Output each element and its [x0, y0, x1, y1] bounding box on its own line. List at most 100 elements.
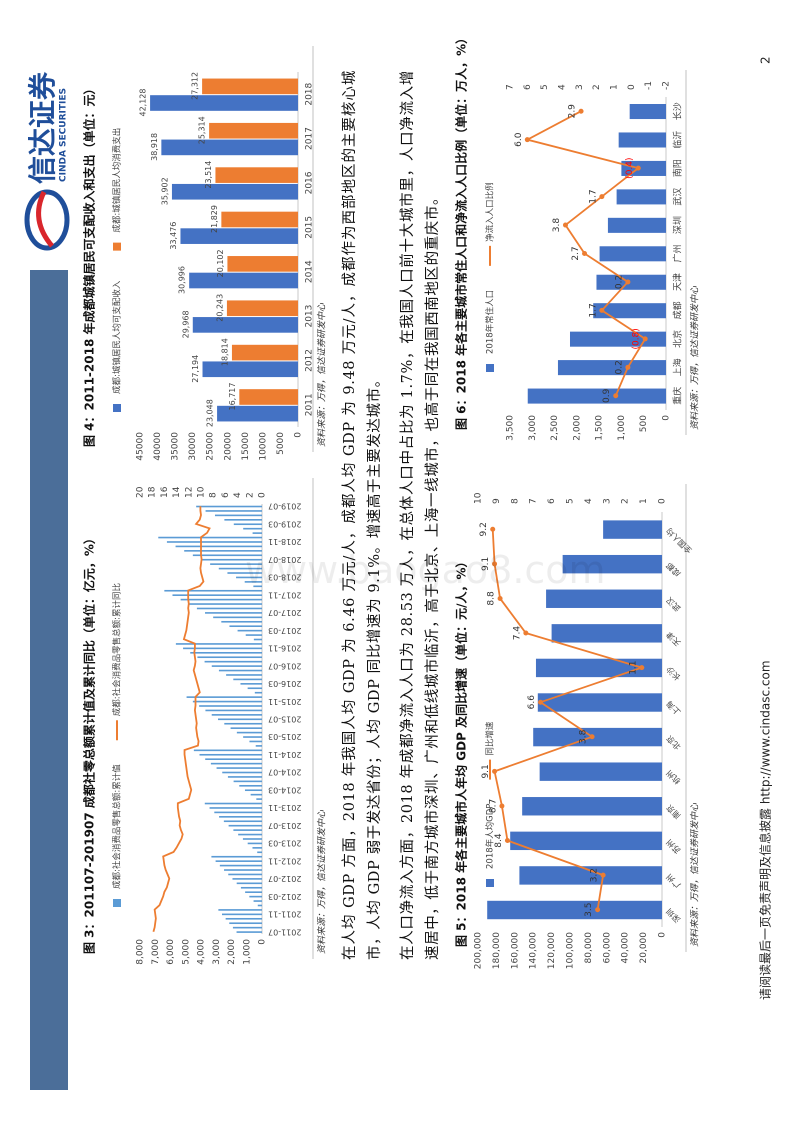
data-label: 3.8	[579, 729, 589, 744]
x-tick-label: 长沙	[672, 102, 684, 120]
y2-tick-label: 1	[639, 498, 649, 504]
x-tick-label: 广州	[672, 244, 684, 262]
data-label: 25,314	[198, 116, 207, 144]
bar	[197, 656, 262, 659]
x-tick-label: 2015	[305, 216, 315, 239]
bar	[253, 638, 263, 641]
x-tick-label: 2014-07	[268, 768, 301, 777]
y2-tick-label: 7	[529, 498, 539, 504]
data-label: 3.5	[584, 903, 594, 917]
y-tick-label: 5,000	[181, 939, 191, 965]
bar	[184, 550, 262, 552]
y-tick-label: 2,000	[227, 939, 237, 965]
bar	[232, 926, 262, 929]
data-label: 1.1	[628, 660, 638, 674]
x-tick-label: 2014-03	[268, 785, 301, 794]
line-marker	[625, 364, 631, 370]
bar	[189, 272, 298, 289]
x-tick-label: 2013-07	[268, 821, 301, 830]
paragraph: 在人口净流入方面，2018 年成都净流入人口为 28.53 万人，在总体人口中占…	[400, 70, 441, 960]
x-tick-label: 2016	[305, 171, 315, 194]
y2-tick-label: 3	[602, 498, 612, 504]
legend-swatch	[113, 899, 121, 907]
bar	[205, 612, 262, 614]
bar	[254, 691, 262, 694]
y2-tick-label: 0	[258, 492, 268, 498]
bar	[239, 784, 262, 787]
x-tick-label: 临沂	[672, 131, 684, 149]
bar	[205, 510, 262, 512]
line-marker	[613, 393, 619, 399]
data-label: 29,968	[181, 310, 190, 338]
legend-label: 成都:城镇居民人均消费支出	[112, 128, 123, 233]
y-tick-label: 1,000	[242, 939, 252, 965]
bar	[221, 913, 263, 916]
data-label: 0.9	[602, 388, 612, 403]
line-marker	[595, 907, 601, 913]
x-tick-label: 2015-03	[268, 732, 301, 741]
line-marker	[639, 665, 645, 671]
bar	[232, 878, 262, 880]
bar	[562, 554, 663, 574]
data-label: 7.4	[512, 626, 522, 641]
bar	[249, 740, 263, 743]
x-tick-label: 重庆	[672, 387, 684, 405]
bar	[522, 797, 662, 816]
logo-text: 信达证券	[26, 71, 59, 184]
data-label: 9.1	[481, 557, 491, 571]
bar	[150, 95, 298, 111]
y-tick-label: 3,000	[528, 415, 538, 441]
bar	[249, 895, 262, 898]
logo-mark	[24, 189, 70, 251]
x-tick-label: 2017-07	[268, 608, 301, 617]
x-tick-label: 2019-03	[268, 519, 301, 528]
bar	[224, 722, 262, 725]
x-tick-label: 2011-07	[268, 927, 301, 936]
y2-tick-label: 5	[566, 498, 576, 504]
y-tick-label: 20000	[223, 432, 233, 461]
bar	[210, 563, 262, 565]
line-marker	[600, 872, 606, 878]
bar	[236, 731, 263, 734]
x-tick-label: 2015-11	[268, 697, 301, 706]
data-label: 23,048	[206, 399, 215, 427]
x-tick-label: 长沙	[664, 664, 682, 682]
bar	[244, 789, 262, 792]
y2-tick-label: 1	[610, 84, 620, 90]
data-label: 1.7	[588, 189, 598, 203]
data-label: 6.0	[514, 132, 524, 147]
bar	[209, 122, 298, 139]
data-label: 16,717	[228, 382, 237, 410]
bar	[228, 873, 262, 876]
bar	[240, 683, 262, 685]
bar	[211, 855, 262, 858]
y2-tick-label: 5	[540, 84, 550, 90]
source: 资料来源：万得，信达证券研发中心	[317, 302, 328, 447]
sidebar	[30, 270, 68, 1090]
bar	[218, 718, 263, 721]
y-tick-label: 7,000	[151, 939, 161, 965]
bar	[616, 189, 667, 205]
bar	[607, 217, 666, 233]
y-tick-label: 15000	[241, 432, 251, 461]
x-tick-label: 南阳	[672, 159, 684, 177]
line-marker	[524, 137, 530, 143]
y2-tick-label: 14	[172, 486, 182, 498]
x-tick-label: 苏州	[664, 837, 682, 855]
y-tick-label: 180,000	[492, 932, 502, 969]
y2-tick-label: 3	[575, 84, 585, 90]
bar	[238, 833, 262, 836]
bar	[233, 780, 263, 783]
bar	[569, 331, 667, 347]
bar	[213, 616, 262, 619]
bar	[218, 909, 262, 911]
x-tick-label: 南京	[664, 803, 682, 821]
y2-tick-label: 0	[658, 498, 668, 504]
line-marker	[589, 734, 595, 740]
bar	[519, 866, 663, 885]
bar	[215, 860, 262, 862]
data-label: 3.8	[552, 218, 562, 233]
x-tick-label: 2017-11	[268, 590, 301, 599]
